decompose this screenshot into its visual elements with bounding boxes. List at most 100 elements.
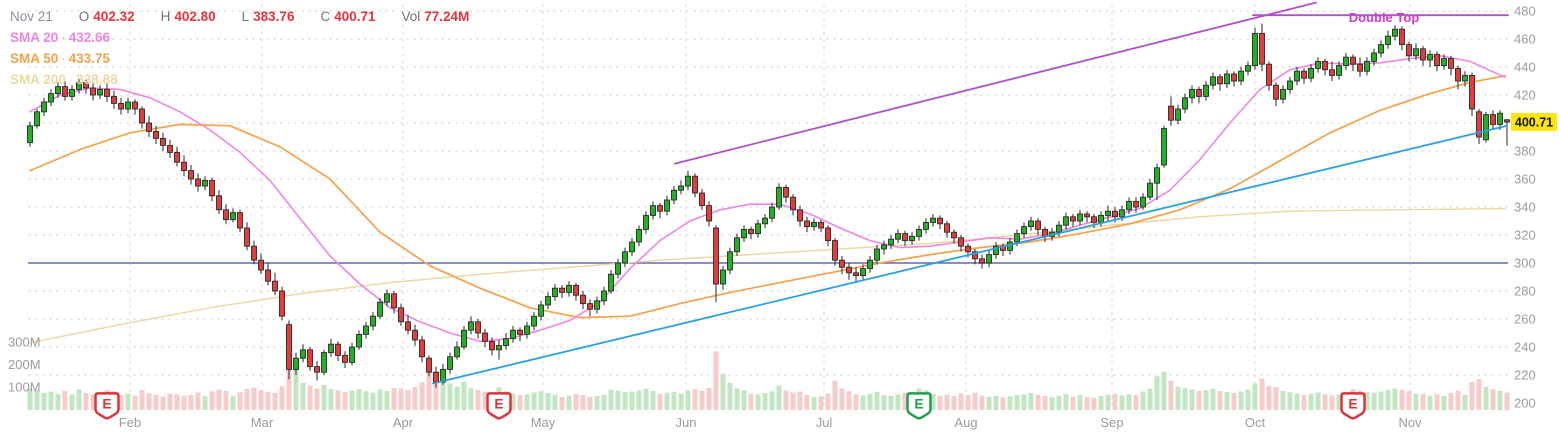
volume-bar[interactable] — [1455, 390, 1461, 410]
volume-bar[interactable] — [783, 390, 789, 410]
candle[interactable] — [363, 321, 369, 339]
volume-bar[interactable] — [846, 391, 852, 410]
candle[interactable] — [76, 78, 82, 94]
candle[interactable] — [349, 342, 355, 366]
candle[interactable] — [972, 249, 978, 265]
candle[interactable] — [454, 341, 460, 360]
volume-bar[interactable] — [1231, 392, 1237, 410]
volume-bar[interactable] — [1098, 396, 1104, 410]
candle[interactable] — [335, 341, 341, 361]
volume-bar[interactable] — [426, 362, 432, 410]
volume-bar[interactable] — [188, 394, 194, 410]
volume-bar[interactable] — [972, 392, 978, 410]
candle[interactable] — [1392, 25, 1398, 41]
candle[interactable] — [265, 263, 271, 286]
candle[interactable] — [1427, 50, 1433, 67]
sma50-legend[interactable]: SMA 50 · 433.75 — [10, 51, 111, 66]
volume-bar[interactable] — [1175, 386, 1181, 410]
candle[interactable] — [769, 202, 775, 223]
earnings-badge-icon[interactable]: E — [1340, 392, 1366, 420]
candle[interactable] — [1413, 43, 1419, 60]
volume-bar[interactable] — [748, 393, 754, 410]
volume-bar[interactable] — [902, 393, 908, 410]
candle[interactable] — [664, 195, 670, 216]
volume-bar[interactable] — [1077, 395, 1083, 410]
candle[interactable] — [1189, 85, 1195, 104]
candle[interactable] — [468, 316, 474, 335]
volume-bar[interactable] — [741, 390, 747, 410]
candle[interactable] — [979, 254, 985, 269]
candle[interactable] — [566, 281, 572, 297]
candle[interactable] — [538, 300, 544, 321]
candle[interactable] — [699, 188, 705, 210]
volume-bar[interactable] — [1021, 394, 1027, 410]
double-top-annotation[interactable]: Double Top — [1349, 10, 1420, 25]
candle[interactable] — [657, 202, 663, 219]
candle[interactable] — [594, 296, 600, 314]
volume-bar[interactable] — [167, 393, 173, 410]
candle[interactable] — [1273, 82, 1279, 107]
volume-bar[interactable] — [671, 391, 677, 410]
candle[interactable] — [62, 81, 68, 101]
candle[interactable] — [216, 190, 222, 214]
candle[interactable] — [1126, 197, 1132, 214]
volume-bar[interactable] — [146, 393, 152, 410]
candle[interactable] — [1280, 85, 1286, 104]
volume-bar[interactable] — [699, 390, 705, 410]
candle[interactable] — [1161, 125, 1167, 168]
candle[interactable] — [69, 85, 75, 101]
volume-bar[interactable] — [559, 396, 565, 410]
volume-bar[interactable] — [1126, 394, 1132, 410]
volume-bar[interactable] — [930, 394, 936, 410]
volume-bar[interactable] — [1217, 391, 1223, 410]
candle[interactable] — [839, 256, 845, 275]
candle[interactable] — [867, 256, 873, 273]
candle[interactable] — [1350, 54, 1356, 72]
candle[interactable] — [447, 352, 453, 374]
volume-bar[interactable] — [944, 394, 950, 410]
volume-bar[interactable] — [398, 388, 404, 410]
candle[interactable] — [391, 291, 397, 314]
volume-bar[interactable] — [895, 394, 901, 410]
volume-bar[interactable] — [377, 389, 383, 410]
candle[interactable] — [1259, 23, 1265, 72]
candle[interactable] — [1084, 211, 1090, 223]
volume-bar[interactable] — [321, 384, 327, 410]
volume-bar[interactable] — [545, 392, 551, 410]
candle[interactable] — [1210, 72, 1216, 90]
volume-bar[interactable] — [1462, 394, 1468, 410]
volume-bar[interactable] — [1273, 387, 1279, 410]
volume-bar[interactable] — [958, 393, 964, 410]
candle[interactable] — [97, 85, 103, 100]
volume-bar[interactable] — [174, 394, 180, 410]
volume-bar[interactable] — [1448, 393, 1454, 410]
volume-bar[interactable] — [1301, 394, 1307, 410]
candle[interactable] — [41, 97, 47, 116]
candle[interactable] — [160, 132, 166, 151]
volume-bar[interactable] — [1434, 394, 1440, 410]
volume-bar[interactable] — [237, 392, 243, 410]
volume-bar[interactable] — [41, 392, 47, 410]
volume-bar[interactable] — [27, 388, 33, 410]
candle[interactable] — [1406, 41, 1412, 62]
candle[interactable] — [608, 270, 614, 294]
volume-bar[interactable] — [643, 388, 649, 410]
candle[interactable] — [27, 121, 33, 147]
volume-bar[interactable] — [608, 389, 614, 410]
candle[interactable] — [90, 83, 96, 101]
candle[interactable] — [1294, 67, 1300, 86]
candle[interactable] — [132, 99, 138, 115]
candle[interactable] — [1476, 109, 1482, 144]
candle[interactable] — [958, 235, 964, 252]
candle[interactable] — [1168, 96, 1174, 126]
candle[interactable] — [762, 214, 768, 228]
candle[interactable] — [944, 221, 950, 238]
volume-bar[interactable] — [664, 392, 670, 410]
volume-bar[interactable] — [181, 395, 187, 410]
candle[interactable] — [1035, 218, 1041, 235]
candle[interactable] — [1336, 61, 1342, 80]
candle[interactable] — [167, 139, 173, 158]
candle[interactable] — [1448, 55, 1454, 76]
candle[interactable] — [727, 247, 733, 275]
volume-bar[interactable] — [762, 393, 768, 410]
